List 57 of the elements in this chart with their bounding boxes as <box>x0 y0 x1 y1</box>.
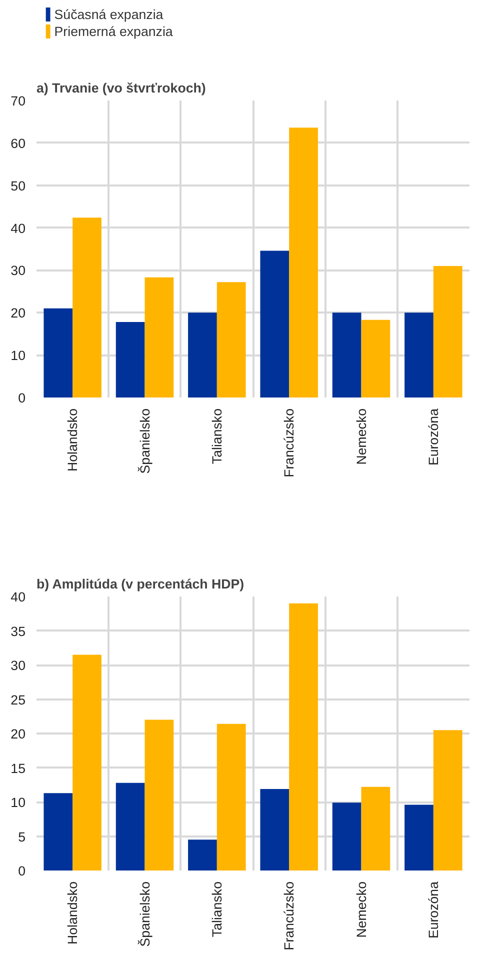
y-tick-label: 20 <box>10 726 26 742</box>
y-tick-label: 0 <box>18 390 26 406</box>
x-tick-label: Nemecko <box>354 881 369 938</box>
bar <box>44 793 73 870</box>
bar <box>361 320 390 398</box>
bar <box>332 312 362 398</box>
x-tick-label: Taliansko <box>209 408 224 464</box>
bar <box>260 788 290 870</box>
bar <box>72 218 102 398</box>
y-tick-label: 40 <box>10 590 26 604</box>
y-tick-label: 30 <box>10 263 26 278</box>
y-tick-label: 50 <box>10 178 26 194</box>
y-tick-label: 0 <box>18 864 26 878</box>
y-tick-label: 35 <box>10 624 26 639</box>
bar <box>116 782 145 870</box>
bar <box>188 312 217 398</box>
bar <box>289 603 318 870</box>
bar <box>260 250 290 398</box>
bar <box>332 802 362 870</box>
y-tick-label: 25 <box>10 692 26 708</box>
x-tick-label: Eurozóna <box>426 880 441 939</box>
x-tick-label: Španielsko <box>137 408 152 474</box>
bar <box>404 804 434 870</box>
y-tick-label: 15 <box>10 760 26 776</box>
x-tick-label: Eurozóna <box>426 408 441 466</box>
legend-label: Priemerná expanzia <box>54 24 174 39</box>
bar <box>44 308 73 398</box>
x-tick-label: Francúzsko <box>282 408 297 478</box>
bar <box>188 840 217 870</box>
x-tick-label: Španielsko <box>137 882 152 947</box>
chart-title: a) Trvanie (vo štvrťrokoch) <box>36 80 206 96</box>
bar <box>144 720 174 870</box>
bar <box>72 654 102 870</box>
bar <box>433 730 462 870</box>
bar <box>116 322 145 398</box>
x-tick-label: Taliansko <box>209 881 224 938</box>
legend-label: Súčasná expanzia <box>54 7 164 22</box>
x-tick-label: Holandsko <box>65 408 80 472</box>
bar <box>144 277 174 398</box>
bar <box>433 266 462 398</box>
x-tick-label: Nemecko <box>354 408 369 465</box>
x-tick-label: Holandsko <box>65 881 80 944</box>
y-tick-label: 60 <box>10 136 26 151</box>
y-tick-label: 40 <box>10 220 26 236</box>
bar <box>289 128 318 398</box>
y-tick-label: 10 <box>10 795 26 810</box>
y-tick-label: 5 <box>18 829 26 844</box>
bar <box>404 312 434 398</box>
y-tick-label: 20 <box>10 306 26 321</box>
bar <box>216 282 246 398</box>
y-tick-label: 70 <box>10 94 26 108</box>
y-tick-label: 10 <box>10 348 26 364</box>
bar <box>361 786 390 870</box>
bar <box>216 724 246 870</box>
x-tick-label: Francúzsko <box>282 881 297 950</box>
y-tick-label: 30 <box>10 658 26 673</box>
chart-title: b) Amplitúda (v percentách HDP) <box>36 576 244 592</box>
